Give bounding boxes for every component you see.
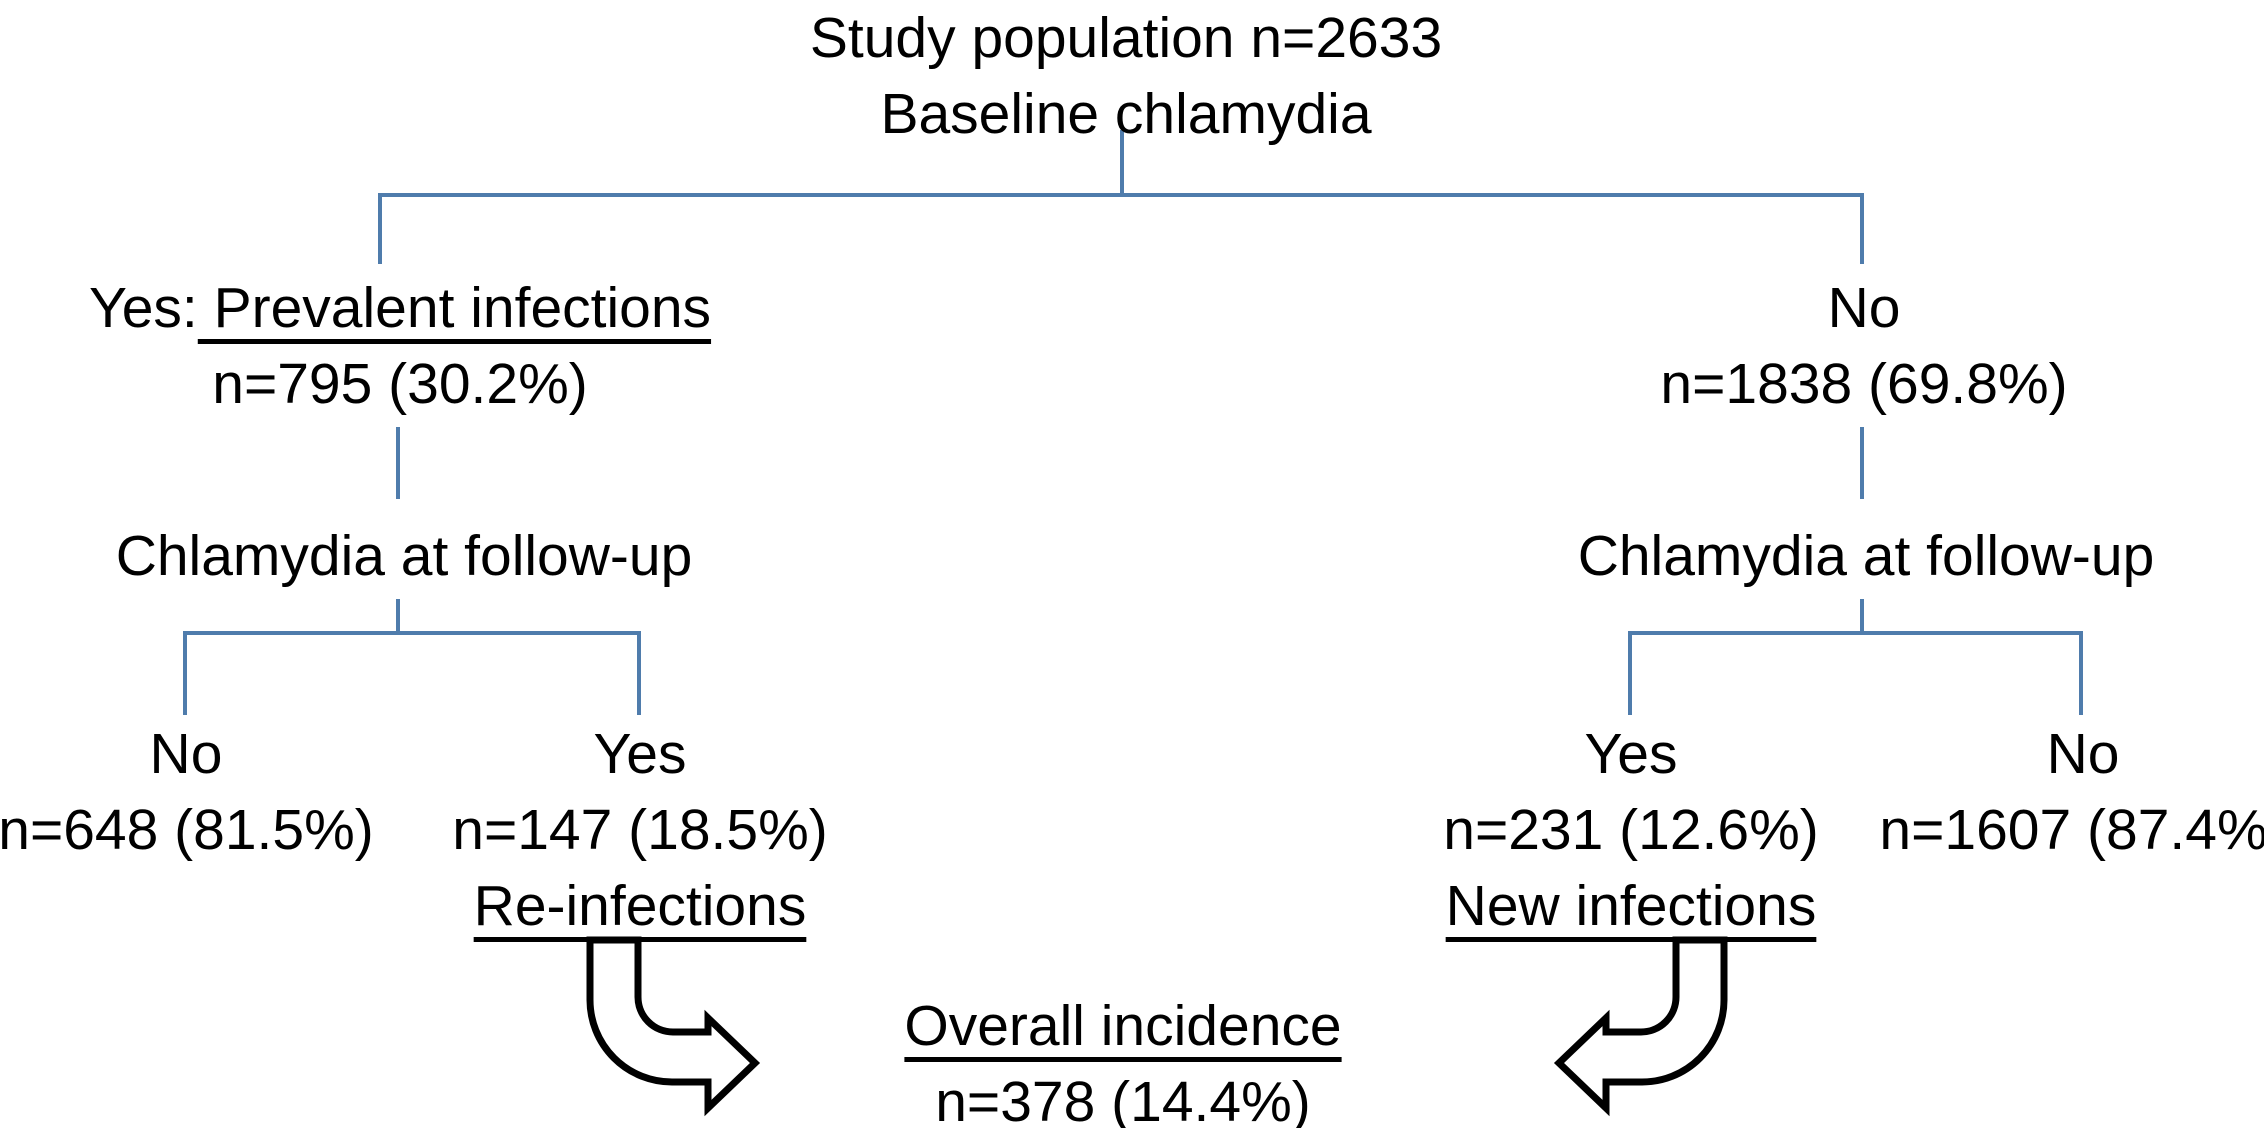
baseline-yes-label: Yes: Prevalent infections (89, 270, 711, 346)
baseline-yes-count: n=795 (30.2%) (212, 352, 588, 416)
connector-right-no-drop (2079, 631, 2083, 715)
reinfections-bent-arrow-right-icon (586, 936, 761, 1117)
root-node-line1: Study population n=2633 (809, 6, 1443, 70)
connector-main-horizontal (378, 193, 1864, 197)
connector-left-split-horizontal (183, 631, 641, 635)
baseline-yes-underlined: Prevalent infections (197, 276, 712, 340)
baseline-no-node: No n=1838 (69.8%) (1660, 270, 2067, 422)
right-no-leaf-count: n=1607 (87.4%) (1879, 798, 2264, 862)
left-no-leaf-count: n=648 (81.5%) (0, 798, 374, 862)
overall-incidence-title: Overall incidence (904, 994, 1342, 1058)
overall-incidence-node: Overall incidence n=378 (14.4%) (904, 988, 1341, 1128)
right-followup-label: Chlamydia at follow-up (1577, 524, 2155, 588)
connector-left-yes-drop (637, 631, 641, 715)
baseline-no-count: n=1838 (69.8%) (1660, 352, 2068, 416)
baseline-no-label: No (1827, 276, 1901, 340)
right-no-leaf-label: No (2046, 722, 2120, 786)
root-node-line2: Baseline chlamydia (880, 82, 1372, 146)
baseline-yes-prefix: Yes: (88, 276, 198, 340)
left-no-leaf-label: No (149, 722, 223, 786)
left-yes-leaf: Yes n=147 (18.5%) Re-infections (452, 716, 828, 944)
right-no-leaf: No n=1607 (87.4%) (1879, 716, 2264, 868)
connector-right-followup-to-split (1860, 599, 1864, 633)
right-yes-leaf-label: Yes (1584, 722, 1678, 786)
left-yes-leaf-count: n=147 (18.5%) (452, 798, 828, 862)
connector-root-stub (1120, 130, 1124, 197)
connector-left-drop (378, 193, 382, 264)
left-followup-label: Chlamydia at follow-up (115, 524, 693, 588)
connector-right-node-to-followup (1860, 427, 1864, 499)
connector-right-split-horizontal (1628, 631, 2083, 635)
baseline-yes-node: Yes: Prevalent infections n=795 (30.2%) (89, 270, 711, 422)
left-yes-leaf-label: Yes (593, 722, 687, 786)
root-node: Study population n=2633 Baseline chlamyd… (810, 0, 1442, 152)
left-yes-leaf-tag: Re-infections (473, 874, 807, 938)
connector-left-no-drop (183, 631, 187, 715)
right-yes-leaf-count: n=231 (12.6%) (1443, 798, 1819, 862)
connector-left-node-to-followup (396, 427, 400, 499)
right-yes-leaf-tag: New infections (1445, 874, 1817, 938)
right-yes-leaf: Yes n=231 (12.6%) New infections (1443, 716, 1819, 944)
overall-incidence-count: n=378 (14.4%) (935, 1070, 1311, 1128)
connector-right-yes-drop (1628, 631, 1632, 715)
newinfections-bent-arrow-left-icon (1553, 936, 1728, 1117)
connector-right-drop (1860, 193, 1864, 264)
left-no-leaf: No n=648 (81.5%) (0, 716, 374, 868)
connector-left-followup-to-split (396, 599, 400, 633)
